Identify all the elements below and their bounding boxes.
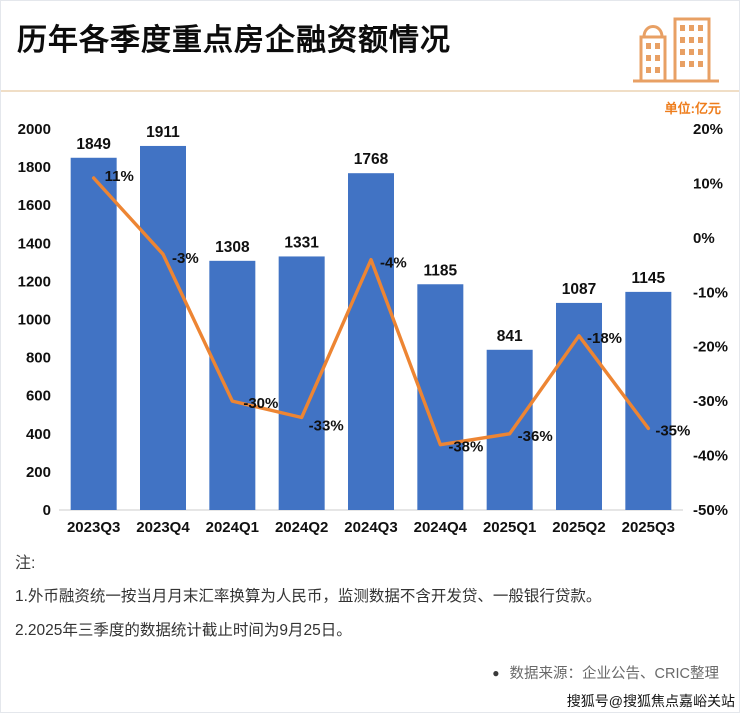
- data-source: ● 数据来源：企业公告、CRIC整理: [492, 662, 719, 683]
- x-axis-label: 2025Q1: [483, 519, 536, 536]
- bar-value-label: 1308: [215, 239, 250, 256]
- left-axis-tick: 1400: [18, 235, 51, 252]
- left-axis-tick: 2000: [18, 121, 51, 138]
- bar: [486, 349, 533, 510]
- header-divider: [1, 90, 739, 92]
- right-axis-tick: -40%: [693, 448, 728, 465]
- line-point-label: -36%: [518, 428, 553, 445]
- x-axis-label: 2024Q2: [275, 519, 328, 536]
- line-point-label: -18%: [587, 330, 622, 347]
- bar-value-label: 1911: [146, 124, 180, 141]
- x-axis-label: 2024Q3: [344, 519, 397, 536]
- left-axis-tick: 0: [43, 502, 51, 519]
- watermark-text: 搜狐号@搜狐焦点嘉峪关站: [566, 693, 735, 709]
- bar-value-label: 1331: [284, 234, 319, 251]
- left-axis-tick: 1200: [18, 273, 51, 290]
- x-axis-label: 2023Q3: [67, 519, 120, 536]
- line-point-label: -35%: [655, 422, 690, 439]
- left-axis-tick: 200: [26, 464, 51, 481]
- bar: [209, 260, 256, 510]
- x-axis-label: 2024Q4: [414, 519, 468, 536]
- bar: [625, 291, 672, 510]
- line-point-label: -30%: [243, 395, 278, 412]
- line-point-label: -33%: [309, 417, 344, 434]
- source-text: 数据来源：企业公告、CRIC整理: [509, 666, 719, 682]
- right-axis-tick: -50%: [693, 502, 728, 519]
- bar: [417, 284, 464, 510]
- line-point-label: -4%: [380, 255, 407, 272]
- note-line-2: 2.2025年三季度的数据统计截止时间为9月25日。: [15, 622, 352, 639]
- bar-value-label: 1087: [562, 281, 596, 298]
- notes-label: 注:: [15, 555, 36, 572]
- left-axis-tick: 1800: [18, 159, 51, 176]
- left-axis-tick: 800: [26, 350, 51, 367]
- yoy-line: [91, 176, 651, 447]
- left-axis-tick: 1600: [18, 197, 51, 214]
- left-axis-tick: 1000: [18, 312, 51, 329]
- bar-value-label: 1849: [76, 136, 111, 153]
- x-axis-label: 2023Q4: [136, 519, 190, 536]
- bar-value-label: 1185: [424, 262, 458, 279]
- note-line-1: 1.外币融资统一按当月月末汇率换算为人民币，监测数据不含开发贷、一般银行贷款。: [15, 588, 602, 605]
- buildings-icon: [633, 17, 719, 83]
- bar: [70, 157, 117, 510]
- bar: [348, 173, 394, 511]
- right-axis-tick: -30%: [693, 393, 728, 410]
- line-point-label: -38%: [448, 439, 483, 456]
- bar-value-label: 1768: [354, 151, 389, 168]
- right-axis-tick: 0%: [693, 230, 715, 247]
- x-axis-label: 2024Q1: [206, 519, 259, 536]
- bar: [140, 145, 186, 510]
- page-title: 历年各季度重点房企融资额情况: [17, 24, 451, 57]
- line-point-label: -3%: [172, 250, 199, 267]
- left-axis-tick: 600: [26, 388, 51, 405]
- source-bullet-icon: ●: [492, 666, 500, 680]
- right-axis-tick: 10%: [693, 175, 723, 192]
- x-axis-label: 2025Q3: [622, 519, 675, 536]
- bar-value-label: 1145: [632, 270, 666, 287]
- right-axis-tick: -20%: [693, 339, 728, 356]
- right-axis-tick: -10%: [693, 284, 728, 301]
- right-axis-tick: 20%: [693, 121, 723, 138]
- left-axis-tick: 400: [26, 426, 51, 443]
- bar-value-label: 841: [497, 328, 523, 345]
- unit-label: 单位:亿元: [664, 101, 721, 116]
- x-axis-label: 2025Q2: [552, 519, 605, 536]
- line-point-label: 11%: [105, 168, 134, 185]
